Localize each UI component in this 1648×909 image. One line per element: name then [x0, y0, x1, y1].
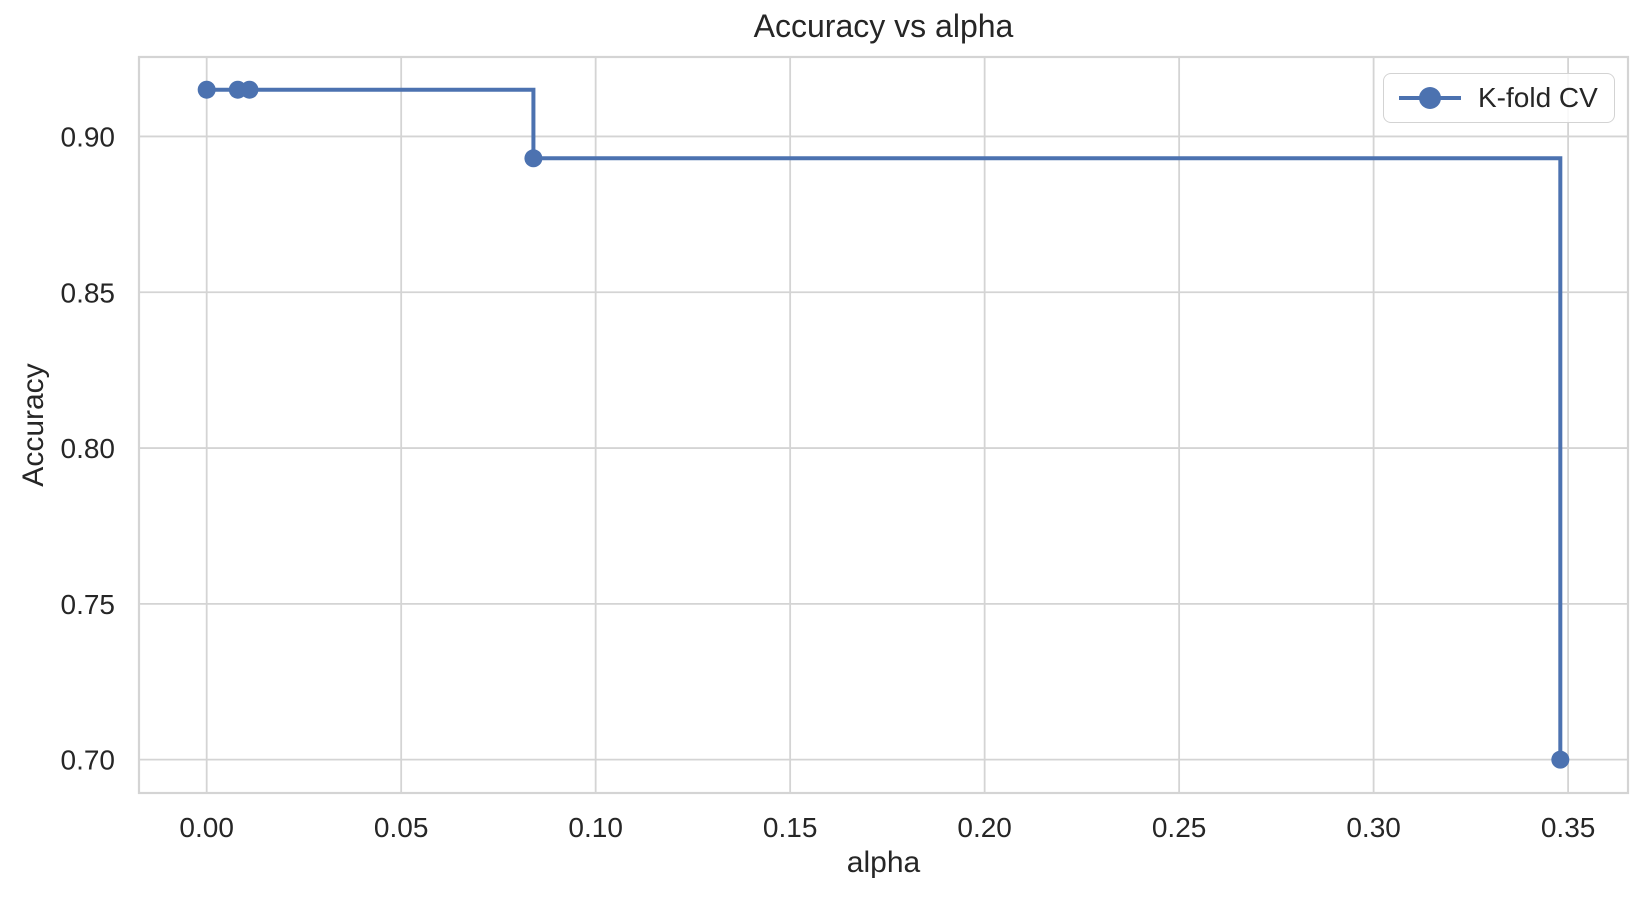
- legend: K-fold CV: [1383, 73, 1615, 123]
- x-tick-label: 0.35: [1541, 812, 1596, 843]
- y-axis-label: Accuracy: [17, 363, 50, 487]
- y-tick-label: 0.90: [61, 121, 116, 152]
- x-axis-label: alpha: [846, 846, 921, 879]
- x-tick-label: 0.15: [763, 812, 818, 843]
- x-tick-label: 0.25: [1152, 812, 1207, 843]
- y-tick-label: 0.85: [61, 277, 116, 308]
- data-point-marker: [524, 149, 543, 168]
- data-point-marker: [197, 80, 216, 99]
- data-point-marker: [1551, 750, 1570, 769]
- y-tick-label: 0.75: [61, 589, 116, 620]
- x-tick-label: 0.10: [568, 812, 623, 843]
- data-point-marker: [240, 80, 259, 99]
- axes-spines: [137, 55, 1630, 795]
- x-tick-label: 0.20: [957, 812, 1012, 843]
- x-tick-label: 0.00: [179, 812, 234, 843]
- chart-title: Accuracy vs alpha: [753, 8, 1014, 44]
- legend-line-marker-icon: [1399, 87, 1461, 109]
- y-tick-label: 0.80: [61, 433, 116, 464]
- plot-background: [139, 57, 1628, 793]
- y-tick-label: 0.70: [61, 745, 116, 776]
- legend-label: K-fold CV: [1478, 82, 1598, 113]
- x-tick-label: 0.05: [374, 812, 429, 843]
- x-tick-label: 0.30: [1346, 812, 1401, 843]
